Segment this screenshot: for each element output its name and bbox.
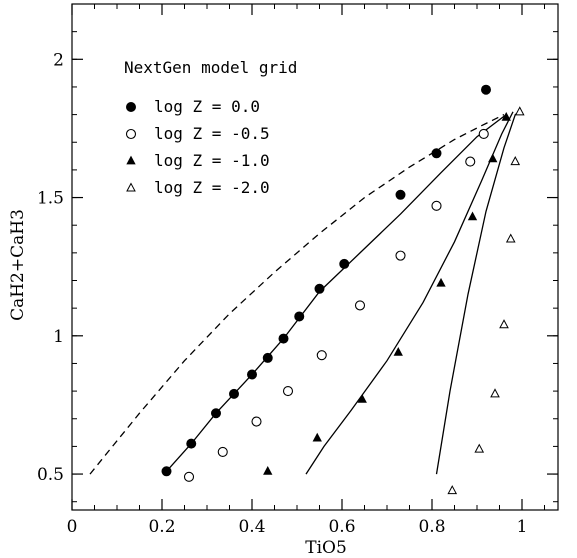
y-tick-label: 2 [53,50,64,70]
legend-label-0: log Z = 0.0 [154,97,260,116]
data-point-series-3 [510,156,521,166]
data-points [161,84,525,495]
data-point-series-2 [436,277,446,287]
data-point-series-3 [499,319,509,329]
data-point-series-2 [393,347,403,356]
legend-label-3: log Z = -2.0 [154,178,270,197]
chart-annotation: NextGen model grid [124,58,297,77]
data-point-series-2 [467,211,478,221]
data-point-series-0 [314,283,325,294]
x-tick-label: 0.4 [238,517,265,537]
axes: 0 0.2 0.4 0.6 0.8 1 0.5 1 1.5 2 [37,3,559,537]
data-point-series-3 [514,106,525,116]
data-point-series-1 [282,386,294,397]
legend-marker-3 [126,182,136,192]
model-track-line [305,111,514,475]
y-axis-label: CaH2+CaH3 [8,209,28,321]
data-point-series-1 [316,350,327,361]
data-point-series-1 [354,300,366,311]
data-point-series-0 [229,388,239,399]
dashed-boundary-line [89,114,505,475]
data-point-series-0 [339,258,350,269]
data-point-series-0 [294,311,305,322]
legend-label-1: log Z = -0.5 [154,124,270,143]
x-tick-label: 0.6 [328,517,355,537]
legend-marker-2 [126,155,136,165]
data-point-series-2 [501,112,511,121]
x-tick-label: 0.2 [148,517,175,537]
x-axis-label: TiO5 [305,538,347,558]
x-tick-label: 0.8 [418,517,445,537]
legend: log Z = 0.0 log Z = -0.5 log Z = -1.0 log Z… [125,97,270,197]
data-point-series-2 [357,394,367,403]
data-point-series-3 [447,485,458,495]
data-point-series-3 [474,443,485,453]
data-point-series-3 [505,233,516,243]
data-point-series-1 [183,471,195,482]
plot-frame [71,3,559,511]
y-tick-label: 0.5 [37,465,64,485]
data-point-series-0 [211,408,221,419]
x-tick-label: 1 [517,517,528,537]
y-tick-label: 1.5 [37,189,64,209]
data-point-series-0 [431,148,442,159]
data-point-series-1 [465,156,476,167]
data-point-series-1 [217,446,228,457]
data-point-series-2 [263,465,273,475]
legend-label-2: log Z = -1.0 [154,151,270,170]
data-point-series-0 [186,438,197,449]
data-point-series-0 [395,189,406,200]
data-point-series-2 [312,432,322,442]
data-point-series-0 [278,333,289,344]
model-track-line [435,111,521,475]
data-point-series-1 [478,128,489,140]
data-point-series-1 [431,200,442,211]
legend-marker-1 [125,128,137,140]
data-point-series-2 [488,153,498,163]
data-point-series-0 [247,369,257,380]
legend-marker-0 [126,102,136,112]
data-point-series-0 [161,466,172,477]
data-point-series-1 [395,250,406,261]
data-point-series-1 [251,416,262,427]
data-point-series-3 [490,388,500,398]
data-point-series-0 [481,84,491,95]
x-tick-label: 0 [67,517,78,537]
data-point-series-0 [262,352,273,363]
y-tick-label: 1 [53,327,64,347]
